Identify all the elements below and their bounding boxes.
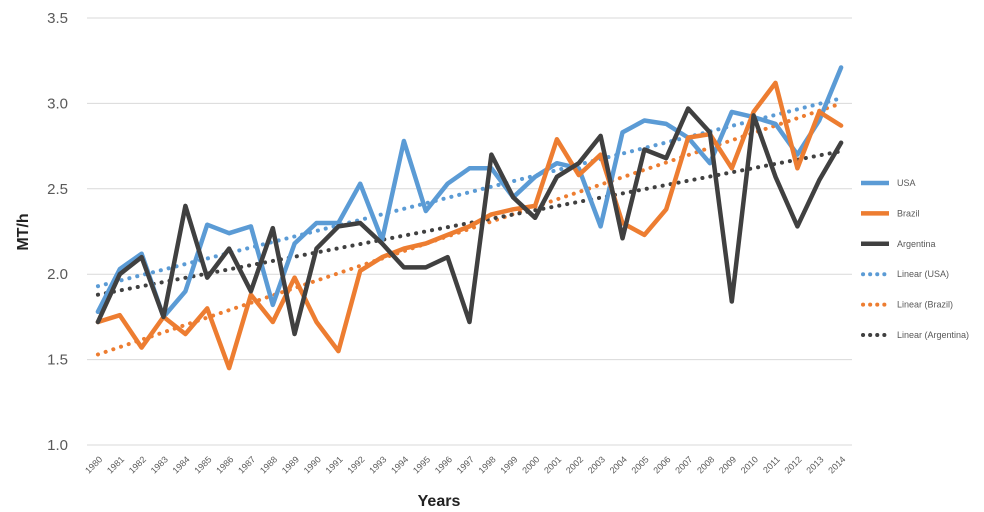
x-tick-label: 1993 bbox=[367, 454, 388, 475]
x-tick-label: 2002 bbox=[564, 454, 585, 475]
x-tick-label: 2010 bbox=[739, 454, 760, 475]
x-tick-label: 1986 bbox=[214, 454, 235, 475]
x-tick-label: 1987 bbox=[236, 454, 257, 475]
series-line-brazil bbox=[95, 80, 844, 371]
x-tick-label: 1995 bbox=[411, 454, 432, 475]
gridlines bbox=[87, 17, 852, 446]
x-tick-label: 1992 bbox=[345, 454, 366, 475]
trendline-linear-brazil bbox=[95, 101, 844, 357]
x-tick-label: 2005 bbox=[630, 454, 651, 475]
y-tick-label: 3.0 bbox=[47, 95, 68, 112]
series-line-argentina bbox=[95, 106, 844, 337]
x-tick-label: 2003 bbox=[586, 454, 607, 475]
series-lines bbox=[95, 65, 844, 371]
x-tick-label: 1984 bbox=[171, 454, 192, 475]
x-tick-label: 1982 bbox=[127, 454, 148, 475]
legend-item: Argentina bbox=[861, 239, 936, 249]
x-tick-label: 2014 bbox=[826, 454, 847, 475]
x-axis-ticks: 1980 1981 1982 1983 1984 1985 1986 1987 1988 1989… bbox=[83, 454, 847, 475]
x-tick-label: 1997 bbox=[455, 454, 476, 475]
x-tick-label: 1988 bbox=[258, 454, 279, 475]
legend-label: Argentina bbox=[897, 239, 936, 249]
x-tick-label: 2001 bbox=[542, 454, 563, 475]
x-tick-label: 1991 bbox=[324, 454, 345, 475]
x-tick-label: 2007 bbox=[673, 454, 694, 475]
y-tick-label: 2.5 bbox=[47, 181, 68, 198]
x-tick-label: 2006 bbox=[651, 454, 672, 475]
y-tick-label: 1.5 bbox=[47, 352, 68, 369]
legend: USA Brazil Argentina Linear (USA) Linear (Br… bbox=[861, 178, 969, 340]
legend-label: USA bbox=[897, 178, 916, 188]
x-tick-label: 1985 bbox=[192, 454, 213, 475]
legend-item: Brazil bbox=[861, 208, 920, 218]
x-tick-label: 1990 bbox=[302, 454, 323, 475]
x-tick-label: 1994 bbox=[389, 454, 410, 475]
legend-item: USA bbox=[861, 178, 916, 188]
legend-label: Linear (USA) bbox=[897, 269, 949, 279]
x-tick-label: 1999 bbox=[498, 454, 519, 475]
trendline-linear-usa bbox=[95, 96, 844, 289]
y-axis-title: MT/h bbox=[15, 213, 32, 250]
x-tick-label: 1989 bbox=[280, 454, 301, 475]
x-tick-label: 1998 bbox=[477, 454, 498, 475]
y-tick-label: 1.0 bbox=[47, 437, 68, 454]
y-axis-ticks: 1.0 1.5 2.0 2.5 3.0 3.5 bbox=[47, 10, 68, 454]
y-tick-label: 2.0 bbox=[47, 266, 68, 283]
x-tick-label: 2008 bbox=[695, 454, 716, 475]
x-tick-label: 1996 bbox=[433, 454, 454, 475]
legend-item: Linear (Brazil) bbox=[861, 300, 953, 310]
x-axis-title: Years bbox=[418, 493, 461, 510]
x-tick-label: 1981 bbox=[105, 454, 126, 475]
legend-label: Brazil bbox=[897, 208, 920, 218]
x-tick-label: 2004 bbox=[608, 454, 629, 475]
x-tick-label: 2013 bbox=[804, 454, 825, 475]
x-tick-label: 1980 bbox=[83, 454, 104, 475]
x-tick-label: 2011 bbox=[761, 454, 782, 475]
x-tick-label: 2009 bbox=[717, 454, 738, 475]
x-tick-label: 1983 bbox=[149, 454, 170, 475]
legend-item: Linear (Argentina) bbox=[861, 330, 969, 340]
legend-label: Linear (Brazil) bbox=[897, 300, 953, 310]
legend-label: Linear (Argentina) bbox=[897, 330, 969, 340]
y-tick-label: 3.5 bbox=[47, 10, 68, 27]
x-tick-label: 2000 bbox=[520, 454, 541, 475]
legend-item: Linear (USA) bbox=[861, 269, 949, 279]
x-tick-label: 2012 bbox=[783, 454, 804, 475]
